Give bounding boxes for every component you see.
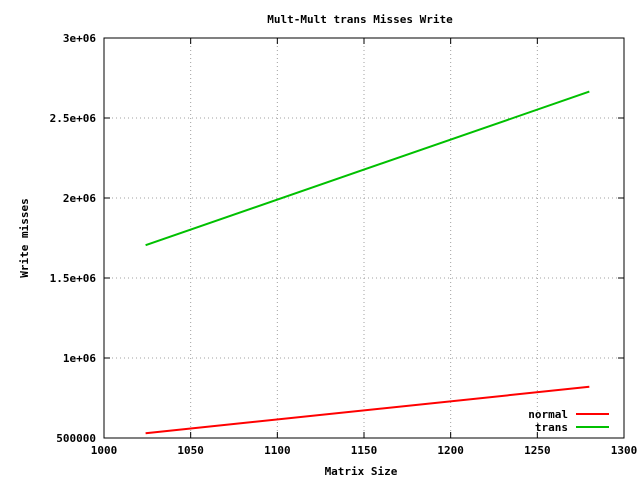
- y-tick-label: 3e+06: [63, 32, 96, 45]
- x-tick-label: 1100: [264, 444, 291, 457]
- grid: [104, 38, 624, 438]
- x-tick-label: 1000: [91, 444, 118, 457]
- chart-title: Mult-Mult trans Misses Write: [267, 13, 453, 26]
- y-tick-label: 2.5e+06: [50, 112, 97, 125]
- legend-label-normal: normal: [528, 408, 568, 421]
- x-tick-label: 1300: [611, 444, 638, 457]
- axis-ticks: 1000 1050 1100 1150 1200 1250 1300 500000 1e+06 1…: [50, 32, 638, 457]
- x-tick-label: 1250: [524, 444, 551, 457]
- x-tick-label: 1150: [351, 444, 378, 457]
- x-tick-label: 1050: [177, 444, 204, 457]
- series: [145, 90, 590, 435]
- x-tick-label: 1200: [437, 444, 464, 457]
- x-axis-label: Matrix Size: [325, 465, 398, 478]
- y-tick-label: 1e+06: [63, 352, 96, 365]
- series-line-normal: [145, 385, 590, 435]
- y-tick-label: 2e+06: [63, 192, 96, 205]
- legend-label-trans: trans: [535, 421, 568, 434]
- y-axis-label: Write misses: [18, 198, 31, 277]
- y-tick-label: 1.5e+06: [50, 272, 97, 285]
- series-line-trans: [145, 90, 590, 247]
- y-tick-label: 500000: [56, 432, 96, 445]
